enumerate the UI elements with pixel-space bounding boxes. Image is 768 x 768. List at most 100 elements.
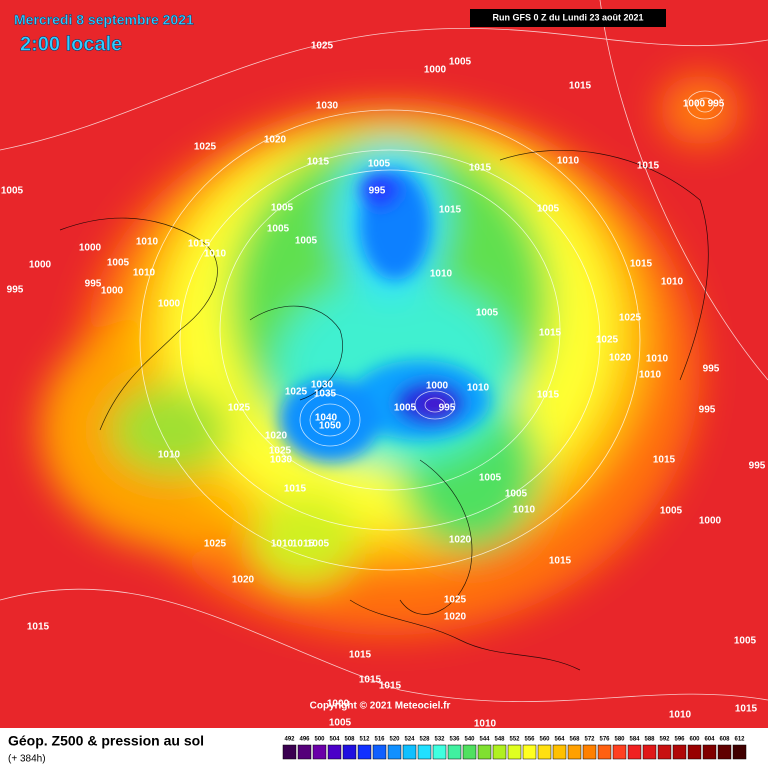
- isobar-label: 1005: [368, 159, 391, 170]
- isobar-label: 1015: [439, 205, 462, 216]
- isobar-label: 1020: [444, 612, 467, 623]
- legend-label: 584: [629, 737, 640, 743]
- isobar-label: 1005: [329, 718, 352, 729]
- isobar-label: 1015: [359, 675, 382, 686]
- isobar-label: 1025: [269, 446, 292, 457]
- isobar-label: 995: [439, 403, 456, 414]
- legend-swatch: [702, 744, 717, 760]
- isobar-label: 1000: [29, 260, 52, 271]
- isobar-label: 1005: [476, 308, 499, 319]
- legend-label: 568: [569, 737, 580, 743]
- isobar-label: 1025: [311, 41, 334, 52]
- isobar-label: 1000: [424, 65, 447, 76]
- isobar-label: 1015: [27, 622, 50, 633]
- isobar-label: 1020: [232, 575, 255, 586]
- isobar-label: 1015: [292, 539, 315, 550]
- legend-label: 576: [599, 737, 610, 743]
- legend-swatch: [567, 744, 582, 760]
- isobar-label: 1010: [661, 277, 684, 288]
- legend-swatch: [327, 744, 342, 760]
- isobar-label: 1025: [194, 142, 217, 153]
- isobar-label: 1025: [204, 539, 227, 550]
- isobar-label: 1020: [609, 353, 632, 364]
- isobar-label: 1005: [295, 236, 318, 247]
- isobar-label: 1010: [271, 539, 294, 550]
- legend-swatch: [612, 744, 627, 760]
- isobar-label: 1000: [699, 516, 722, 527]
- isobar-label: 1010: [474, 719, 497, 730]
- isobar-label: 995: [749, 461, 766, 472]
- legend-swatch: [537, 744, 552, 760]
- legend-swatch: [687, 744, 702, 760]
- isobar-label: 995: [369, 186, 386, 197]
- isobar-label: 1025: [596, 335, 619, 346]
- legend-label: 516: [374, 737, 385, 743]
- legend-label: 604: [704, 737, 715, 743]
- isobar-label: 1000: [79, 243, 102, 254]
- isobar-label: 1020: [264, 135, 287, 146]
- isobar-label: 1005: [449, 57, 472, 68]
- legend-label: 528: [419, 737, 430, 743]
- isobar-label: 1005: [107, 258, 130, 269]
- isobar-label: 1010: [639, 370, 662, 381]
- run-info: Run GFS 0 Z du Lundi 23 août 2021: [492, 12, 643, 22]
- legend-label: 592: [659, 737, 670, 743]
- legend-label: 560: [539, 737, 550, 743]
- isobar-label: 1035: [314, 389, 337, 400]
- legend-label: 520: [389, 737, 400, 743]
- isobar-label: 1005: [394, 403, 417, 414]
- legend-label: 500: [314, 737, 325, 743]
- isobar-label: 995: [699, 405, 716, 416]
- isobar-label: 1005: [271, 203, 294, 214]
- isobar-label: 1000: [101, 286, 124, 297]
- isobar-label: 1010: [133, 268, 156, 279]
- legend-swatch: [417, 744, 432, 760]
- run-box: [470, 9, 666, 27]
- legend-label: 548: [494, 737, 505, 743]
- legend-swatch: [447, 744, 462, 760]
- color-legend: 492 496 500 504 508 512 516 520 524 528 532 536 540 5…: [282, 737, 747, 760]
- isobar-label: 1010: [430, 269, 453, 280]
- isobar-label: 1010: [557, 156, 580, 167]
- legend-swatch: [312, 744, 327, 760]
- isobar-label: 1020: [265, 431, 288, 442]
- isobar-label: 1015: [188, 239, 211, 250]
- isobar-label: 1025: [285, 387, 308, 398]
- legend-label: 572: [584, 737, 595, 743]
- forecast-time: 2:00 locale: [20, 33, 122, 55]
- isobar-label: 1005: [505, 489, 528, 500]
- legend-label: 556: [524, 737, 535, 743]
- isobar-label: 1015: [349, 650, 372, 661]
- legend-label: 524: [404, 737, 415, 743]
- isobar-label: 1005: [660, 506, 683, 517]
- legend-swatch: [732, 744, 747, 760]
- isobar-label: 1030: [311, 380, 334, 391]
- legend-swatch: [462, 744, 477, 760]
- isobar-label: 995: [703, 364, 720, 375]
- isobar-label: 1000: [683, 99, 706, 110]
- lead-time: (+ 384h): [8, 754, 46, 765]
- legend-swatch: [522, 744, 537, 760]
- legend-label: 532: [434, 737, 445, 743]
- isobar-label: 1005: [479, 473, 502, 484]
- legend-swatch: [672, 744, 687, 760]
- isobar-label: 1010: [513, 505, 536, 516]
- legend-label: 536: [449, 737, 460, 743]
- legend-swatch: [552, 744, 567, 760]
- isobar-label: 1005: [267, 224, 290, 235]
- legend-swatch: [357, 744, 372, 760]
- isobar-label: 1040: [315, 413, 338, 424]
- isobar-label: 1000: [327, 699, 350, 710]
- isobar-label: 1015: [469, 163, 492, 174]
- forecast-date: Mercredi 8 septembre 2021: [14, 12, 194, 28]
- legend-swatch: [402, 744, 417, 760]
- legend-label: 612: [734, 737, 745, 743]
- isobar-label: 1025: [619, 313, 642, 324]
- legend-swatch: [492, 744, 507, 760]
- legend-swatch: [372, 744, 387, 760]
- isobar-label: 1015: [284, 484, 307, 495]
- legend-swatch: [717, 744, 732, 760]
- legend-label: 512: [359, 737, 370, 743]
- isobar-label: 1025: [228, 403, 251, 414]
- legend-label: 504: [329, 737, 340, 743]
